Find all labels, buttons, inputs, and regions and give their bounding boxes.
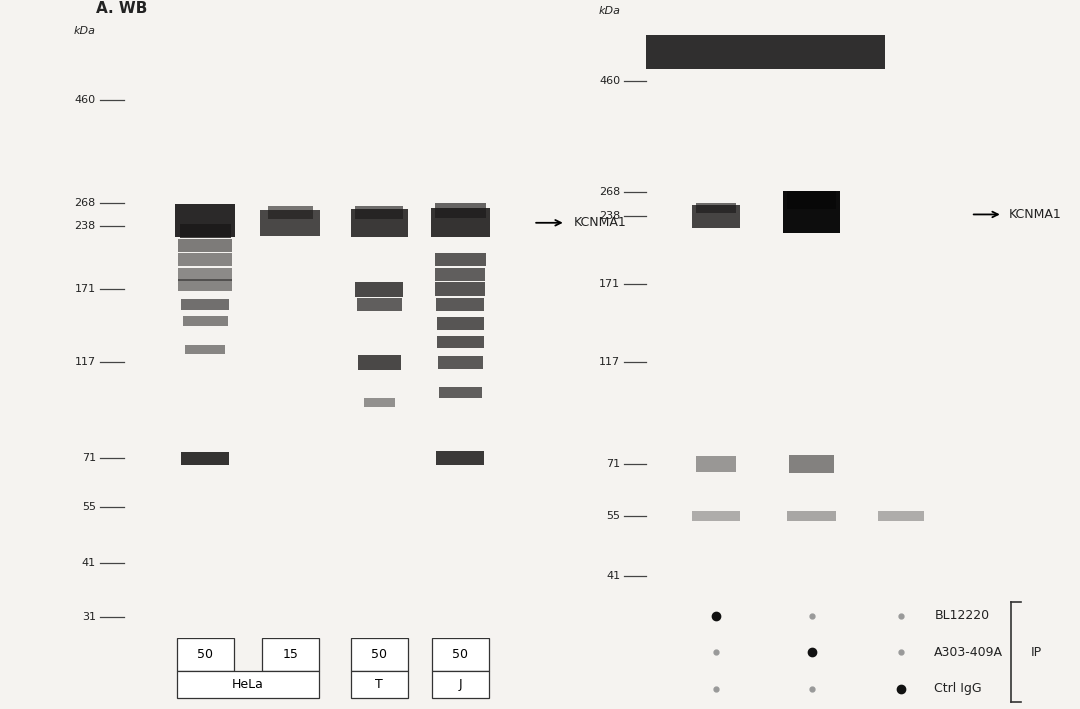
Text: 41: 41 — [82, 559, 96, 569]
Bar — [178, 239, 232, 252]
Bar — [175, 204, 235, 237]
Text: 55: 55 — [606, 511, 620, 521]
Bar — [178, 279, 232, 291]
Text: 50: 50 — [198, 648, 213, 661]
Bar — [262, 638, 319, 671]
Bar — [646, 35, 885, 69]
Bar — [691, 205, 740, 228]
Text: 55: 55 — [82, 502, 96, 512]
Bar — [435, 282, 485, 296]
Bar — [696, 456, 735, 472]
Text: 238: 238 — [599, 211, 620, 221]
Bar — [436, 451, 485, 465]
Text: kDa: kDa — [73, 26, 96, 36]
Text: T: T — [376, 679, 383, 691]
Text: A303-409A: A303-409A — [934, 646, 1003, 659]
Text: J: J — [459, 679, 462, 691]
Text: 238: 238 — [75, 221, 96, 231]
Text: IP: IP — [1030, 646, 1041, 659]
Bar — [351, 671, 408, 698]
Bar — [355, 206, 404, 219]
Text: 15: 15 — [282, 648, 298, 661]
Bar — [435, 203, 486, 218]
Bar — [181, 298, 229, 311]
Bar — [268, 206, 313, 219]
Text: 50: 50 — [453, 648, 469, 661]
Bar — [181, 452, 229, 464]
Bar — [437, 318, 484, 330]
Bar — [435, 253, 486, 266]
Bar — [432, 671, 489, 698]
Text: 41: 41 — [606, 571, 620, 581]
Bar — [183, 316, 228, 326]
Bar — [351, 638, 408, 671]
Text: 460: 460 — [599, 76, 620, 86]
Text: HeLa: HeLa — [232, 679, 264, 691]
Bar — [186, 345, 225, 354]
Text: 50: 50 — [372, 648, 388, 661]
Bar — [356, 298, 402, 311]
Text: 171: 171 — [599, 279, 620, 289]
Bar — [787, 191, 836, 208]
Text: 460: 460 — [75, 94, 96, 104]
Bar — [437, 356, 483, 369]
Text: 71: 71 — [606, 459, 620, 469]
Bar — [260, 210, 320, 236]
Bar — [436, 298, 485, 311]
Bar — [359, 355, 401, 369]
Bar — [177, 638, 233, 671]
Bar — [440, 386, 482, 398]
Text: KCNMA1: KCNMA1 — [1009, 208, 1062, 221]
Text: 268: 268 — [599, 187, 620, 197]
Bar — [432, 638, 489, 671]
Bar — [696, 203, 735, 213]
Bar — [878, 511, 923, 521]
Bar — [783, 191, 840, 233]
Text: 31: 31 — [82, 612, 96, 622]
Bar — [355, 282, 404, 297]
Text: Ctrl IgG: Ctrl IgG — [934, 682, 982, 695]
Text: KCNMA1: KCNMA1 — [573, 216, 626, 229]
Bar — [788, 455, 835, 473]
Text: kDa: kDa — [598, 6, 620, 16]
Bar — [364, 398, 395, 407]
Text: 268: 268 — [75, 199, 96, 208]
Bar — [177, 671, 319, 698]
Text: 117: 117 — [75, 357, 96, 367]
Bar — [351, 208, 408, 237]
Bar — [431, 208, 490, 238]
Text: 171: 171 — [75, 284, 96, 294]
Bar — [179, 223, 231, 238]
Bar — [178, 253, 232, 266]
Bar — [691, 511, 740, 521]
Bar — [437, 335, 484, 348]
Text: A. WB: A. WB — [96, 1, 147, 16]
Text: 71: 71 — [82, 453, 96, 463]
Bar — [787, 511, 836, 521]
Text: BL12220: BL12220 — [934, 610, 989, 623]
Bar — [178, 268, 232, 281]
Bar — [435, 268, 485, 281]
Text: 117: 117 — [599, 357, 620, 367]
